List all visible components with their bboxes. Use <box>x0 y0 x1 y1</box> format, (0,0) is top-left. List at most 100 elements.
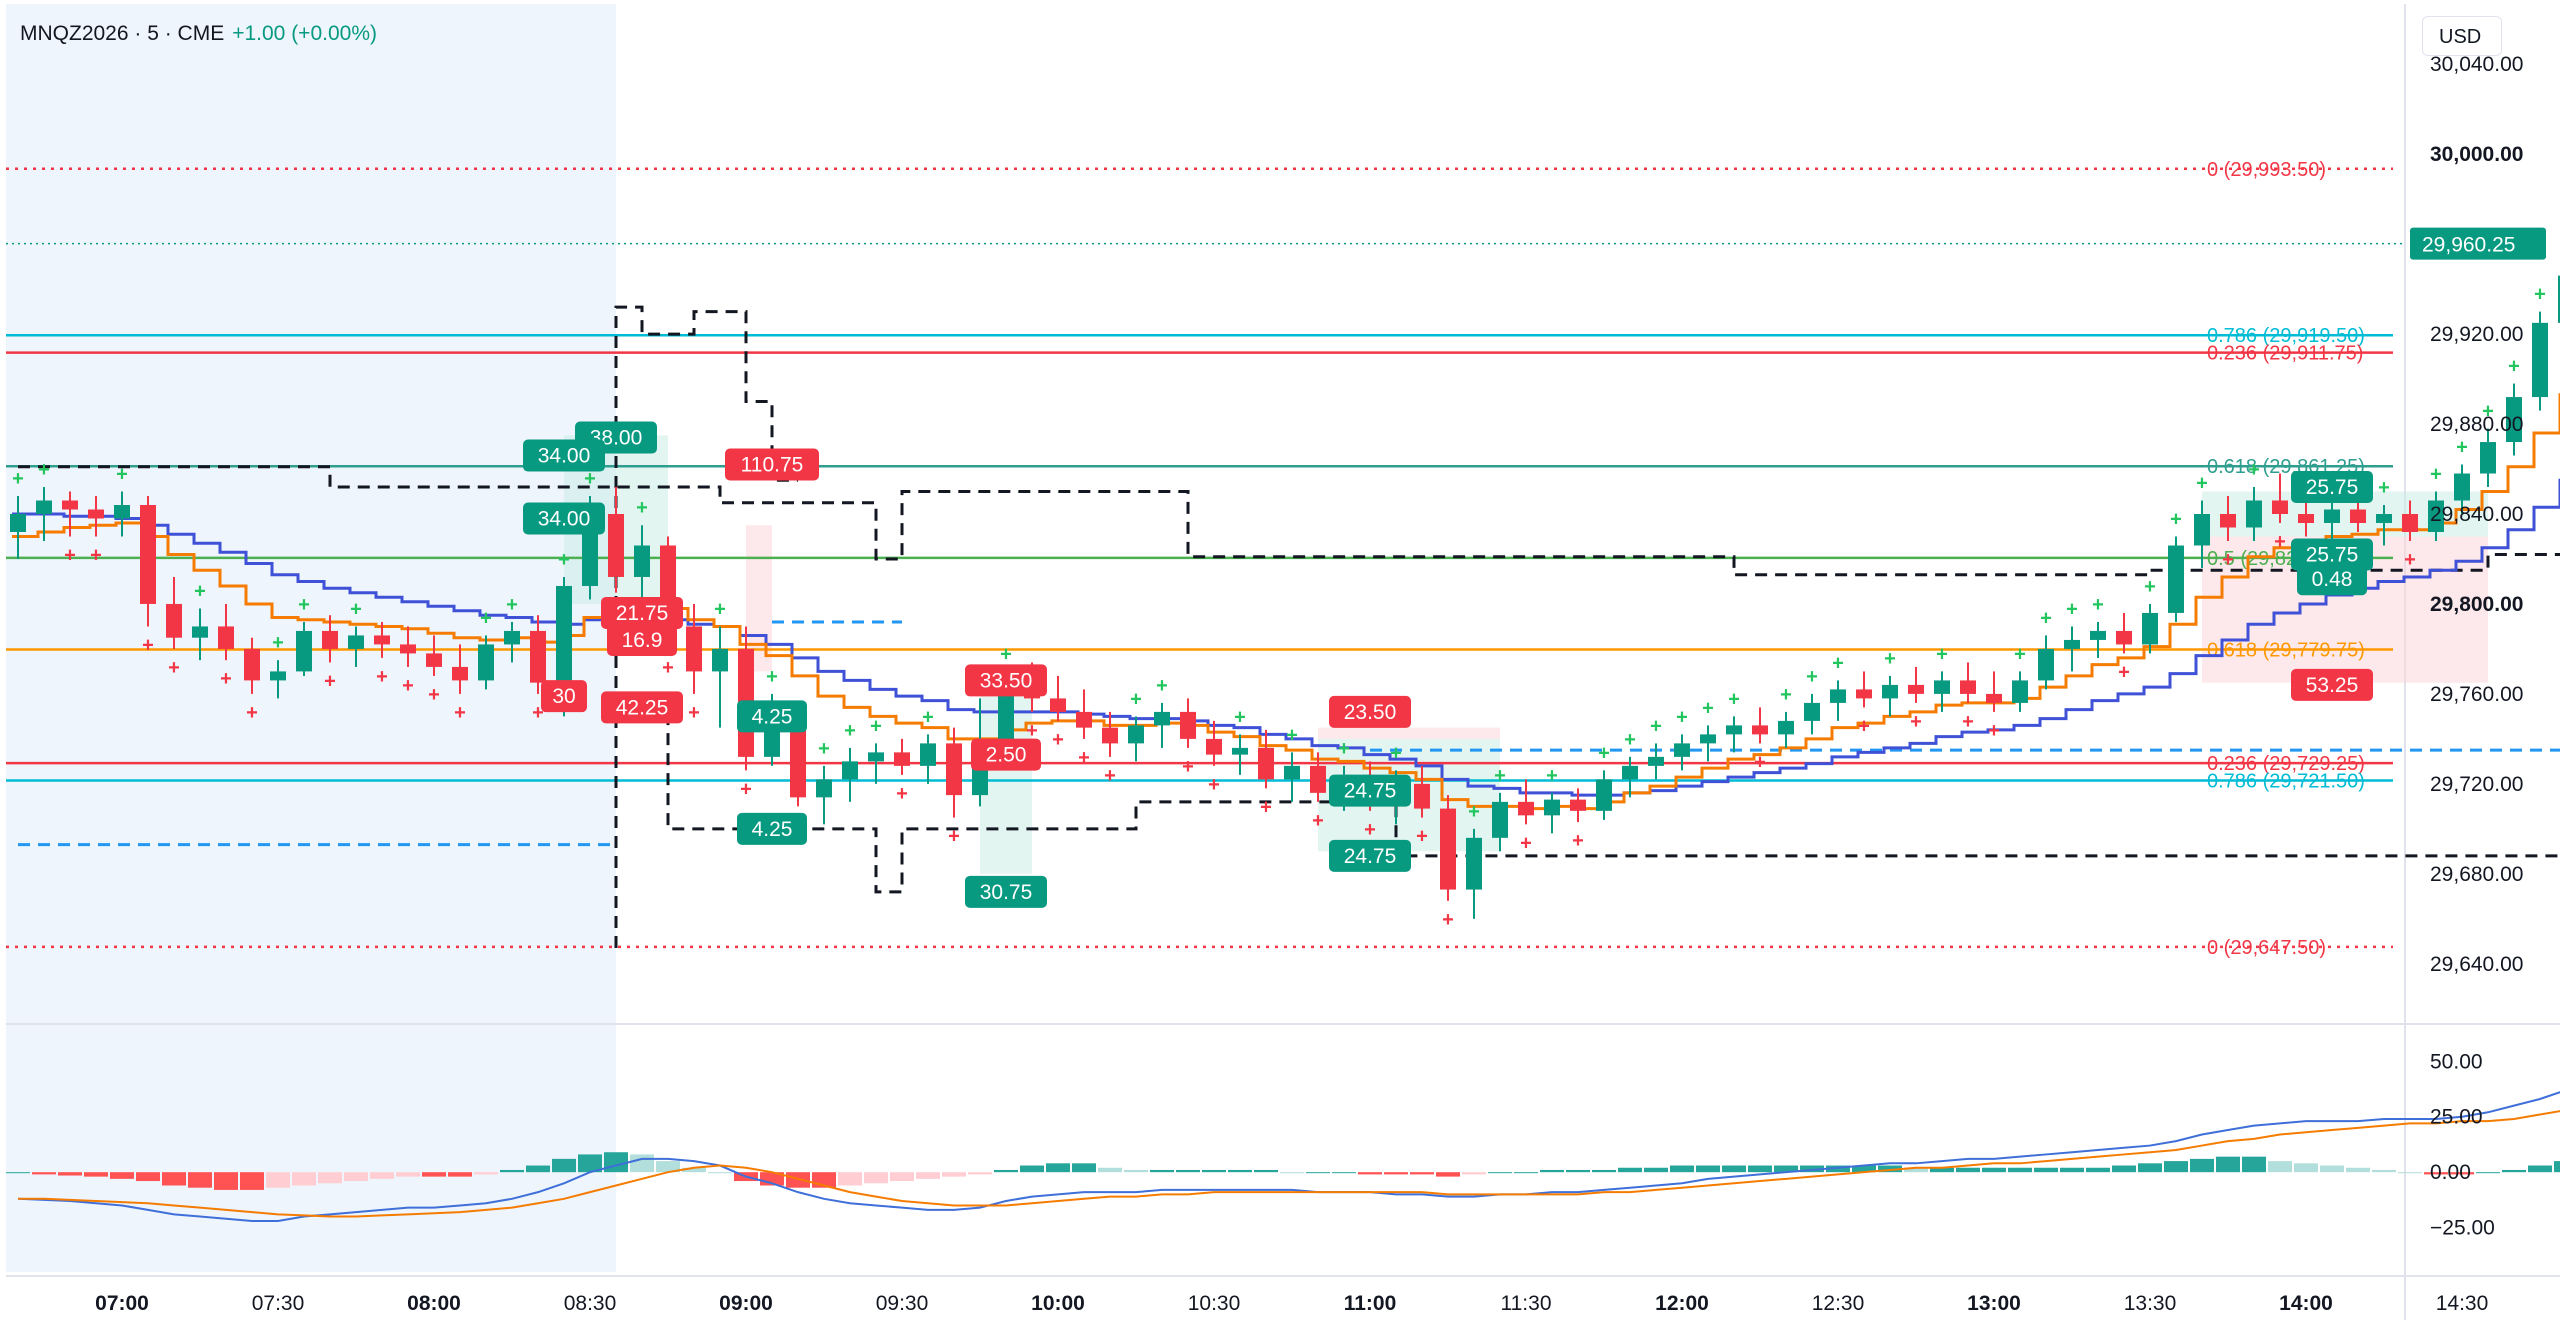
candle[interactable] <box>1544 792 1560 834</box>
candle[interactable] <box>400 626 416 667</box>
candle[interactable] <box>634 525 650 604</box>
candle[interactable] <box>2272 473 2288 523</box>
candle[interactable] <box>2454 464 2470 514</box>
candle[interactable] <box>140 496 156 627</box>
candle[interactable] <box>868 743 884 784</box>
candle[interactable] <box>1830 680 1846 721</box>
candle[interactable] <box>2064 626 2080 672</box>
candle[interactable] <box>2532 311 2548 411</box>
candle[interactable] <box>2402 500 2418 541</box>
candle[interactable] <box>686 603 702 694</box>
candle[interactable] <box>1206 720 1222 766</box>
candle[interactable] <box>2038 635 2054 690</box>
candle[interactable] <box>1284 752 1300 802</box>
candle[interactable] <box>1050 675 1066 721</box>
candle[interactable] <box>1414 765 1430 818</box>
candle[interactable] <box>270 660 286 699</box>
candle[interactable] <box>2116 612 2132 654</box>
candle[interactable] <box>1076 689 1092 739</box>
axes[interactable]: 30,040.00 30,000.00 29,920.00 29,880.00 29,8… <box>95 53 2560 1315</box>
candle[interactable] <box>374 621 390 658</box>
candle[interactable] <box>1466 828 1482 919</box>
candle[interactable] <box>816 765 832 825</box>
candle[interactable] <box>2428 491 2444 541</box>
candle[interactable] <box>946 727 962 818</box>
currency-button[interactable]: USD <box>2422 16 2502 56</box>
sell-marker: + <box>376 666 388 688</box>
candle[interactable] <box>504 621 520 663</box>
macd-pane[interactable] <box>6 1068 2560 1222</box>
candle[interactable] <box>842 747 858 802</box>
candle[interactable] <box>1440 795 1456 901</box>
candle[interactable] <box>478 635 494 690</box>
candle[interactable] <box>1102 711 1118 757</box>
candle[interactable] <box>1674 734 1690 771</box>
candle[interactable] <box>1648 743 1664 780</box>
candle[interactable] <box>1596 770 1612 820</box>
candle[interactable] <box>1882 675 1898 717</box>
candle-body <box>530 630 546 683</box>
candle[interactable] <box>2168 536 2184 622</box>
candle[interactable] <box>1856 671 1872 708</box>
candle[interactable] <box>426 635 442 676</box>
candle[interactable] <box>192 608 208 661</box>
candle[interactable] <box>1518 779 1534 825</box>
candle[interactable] <box>2012 671 2028 712</box>
candle[interactable] <box>1128 716 1144 762</box>
candle[interactable] <box>1180 698 1196 748</box>
candle[interactable] <box>1258 729 1274 789</box>
candle[interactable] <box>2376 505 2392 546</box>
candle[interactable] <box>712 626 728 728</box>
candle[interactable] <box>1778 711 1794 748</box>
candle[interactable] <box>36 487 52 541</box>
candle[interactable] <box>2506 383 2522 456</box>
fib-label: 0 (29,647.50) <box>2207 937 2326 959</box>
candle[interactable] <box>1908 666 1924 703</box>
candle[interactable] <box>244 637 260 694</box>
candle[interactable] <box>452 644 468 694</box>
candle[interactable] <box>1700 725 1716 762</box>
candle[interactable] <box>114 491 130 537</box>
candle[interactable] <box>10 496 26 559</box>
candle[interactable] <box>296 621 312 676</box>
candle[interactable] <box>1752 707 1768 744</box>
candle[interactable] <box>1934 671 1950 712</box>
buy-marker: + <box>2378 477 2390 499</box>
candle[interactable] <box>88 496 104 537</box>
candlesticks[interactable] <box>10 154 2560 919</box>
candle[interactable] <box>894 738 910 775</box>
candle-body <box>452 666 468 681</box>
candle[interactable] <box>2220 496 2236 541</box>
candle[interactable] <box>2324 500 2340 541</box>
candle[interactable] <box>1804 693 1820 735</box>
candle[interactable] <box>608 487 624 593</box>
candle[interactable] <box>2480 428 2496 488</box>
trade-label-box <box>601 691 683 724</box>
candle[interactable] <box>2142 603 2158 654</box>
candle[interactable] <box>2246 487 2262 541</box>
candle-body <box>1414 783 1430 809</box>
candle[interactable] <box>1726 716 1742 753</box>
fib-label: 0 (29,993.50) <box>2207 159 2326 181</box>
candle[interactable] <box>1986 671 2002 712</box>
candle[interactable] <box>1154 702 1170 748</box>
candle[interactable] <box>530 615 546 694</box>
candle[interactable] <box>348 626 364 667</box>
candle[interactable] <box>2558 262 2560 338</box>
candle[interactable] <box>322 615 338 663</box>
candle[interactable] <box>1310 752 1326 802</box>
candle[interactable] <box>1492 792 1508 852</box>
candle[interactable] <box>218 603 234 661</box>
candle[interactable] <box>1960 662 1976 703</box>
candle[interactable] <box>1232 734 1248 775</box>
macd-histogram-bar <box>838 1172 862 1186</box>
candle[interactable] <box>166 576 182 649</box>
candle[interactable] <box>1622 756 1638 798</box>
candle[interactable] <box>1570 788 1586 823</box>
candle[interactable] <box>62 491 78 537</box>
candle[interactable] <box>2194 500 2210 568</box>
candle[interactable] <box>2090 621 2106 658</box>
candle[interactable] <box>920 734 936 784</box>
